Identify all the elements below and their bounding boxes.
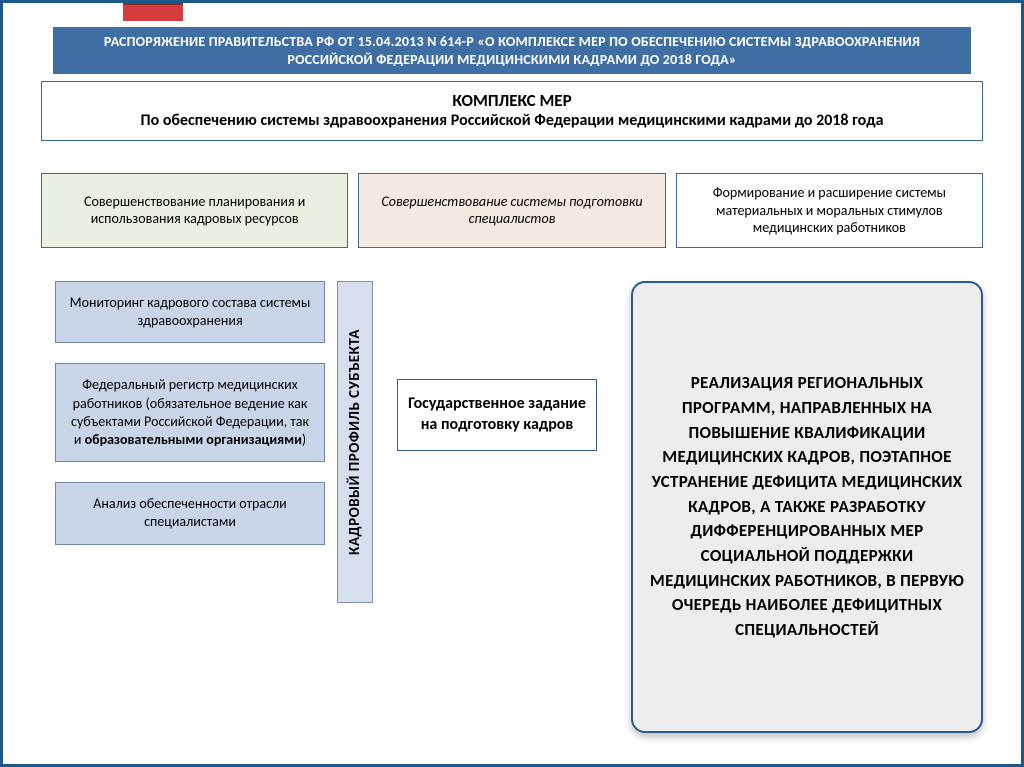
left-stack: Мониторинг кадрового состава системы здр…	[55, 281, 325, 545]
column-training: Совершенствование системы подготовки спе…	[358, 173, 665, 248]
vertical-label: КАДРОВЫЙ ПРОФИЛЬ СУБЪЕКТА	[337, 281, 373, 603]
left-box-registry: Федеральный регистр медицинских работник…	[55, 363, 325, 462]
complex-sub: По обеспечению системы здравоохранения Р…	[82, 111, 942, 130]
left-box-registry-bold: образовательными организациями	[85, 431, 302, 448]
column-incentives: Формирование и расширение системы матери…	[676, 173, 983, 248]
slide-frame: РАСПОРЯЖЕНИЕ ПРАВИТЕЛЬСТВА РФ ОТ 15.04.2…	[0, 0, 1024, 767]
complex-heading: КОМПЛЕКС МЕР	[82, 90, 942, 111]
left-box-registry-post: )	[302, 431, 306, 448]
left-box-analysis: Анализ обеспеченности отрасли специалист…	[55, 482, 325, 544]
accent-tab	[123, 3, 183, 21]
complex-box: КОМПЛЕКС МЕР По обеспечению системы здра…	[41, 81, 983, 141]
left-box-monitoring: Мониторинг кадрового состава системы здр…	[55, 281, 325, 343]
column-planning: Совершенствование планирования и использ…	[41, 173, 348, 248]
three-columns: Совершенствование планирования и использ…	[41, 173, 983, 248]
right-big-box: РЕАЛИЗАЦИЯ РЕГИОНАЛЬНЫХ ПРОГРАММ, НАПРАВ…	[631, 281, 983, 733]
title-band: РАСПОРЯЖЕНИЕ ПРАВИТЕЛЬСТВА РФ ОТ 15.04.2…	[53, 27, 971, 74]
center-box: Государственное задание на подготовку ка…	[397, 379, 597, 451]
